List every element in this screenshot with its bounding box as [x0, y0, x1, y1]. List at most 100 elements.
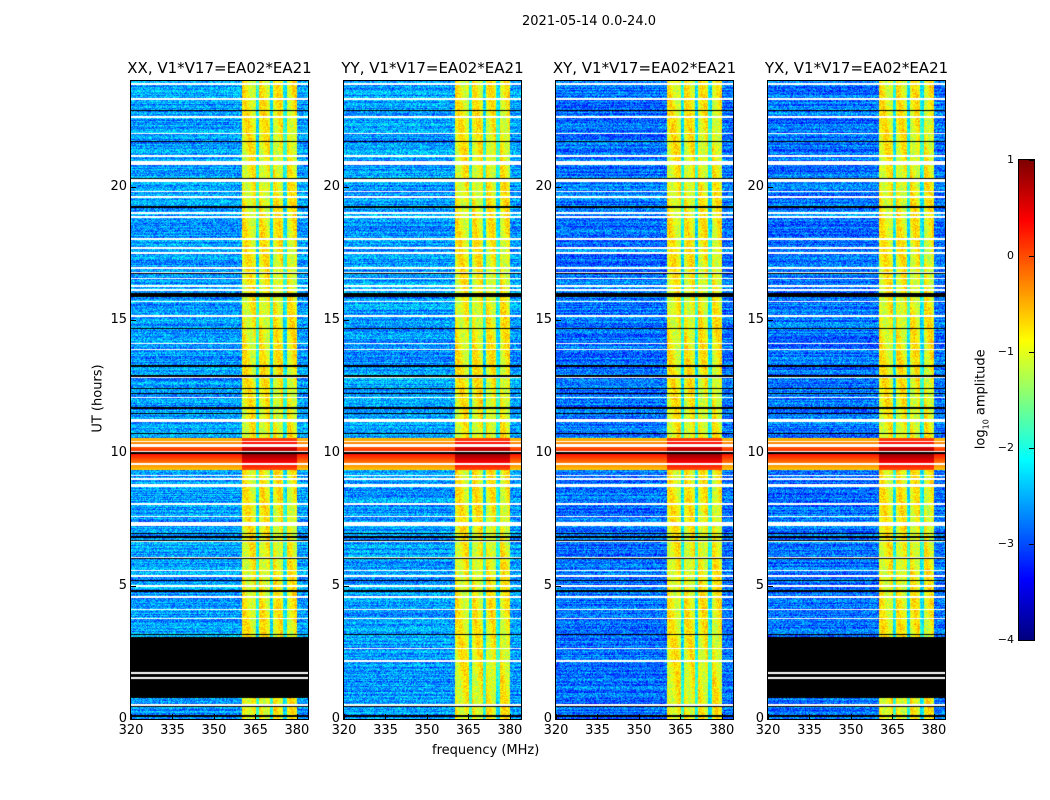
- y-tick-label: 10: [747, 445, 764, 461]
- figure-title: 2021-05-14 0.0-24.0: [522, 14, 656, 29]
- x-tick-label: 380: [284, 723, 310, 738]
- y-tick-label: 20: [323, 179, 340, 195]
- panel-title-2: YY, V1*V17=EA02*EA21: [341, 59, 524, 77]
- panel-frame-4: [767, 80, 946, 720]
- x-tick-mark: [680, 714, 682, 719]
- colorbar-tick-mark: [1029, 256, 1034, 257]
- x-tick-label: 320: [331, 723, 357, 738]
- x-tick-label: 365: [243, 723, 268, 738]
- colorbar-tick-label: −3: [997, 537, 1014, 550]
- panel-title-4: YX, V1*V17=EA02*EA21: [764, 59, 949, 77]
- colorbar-tick-label: −1: [997, 345, 1014, 358]
- y-axis-label: UT (hours): [90, 364, 106, 433]
- x-tick-mark: [933, 714, 935, 719]
- colorbar: [1019, 160, 1034, 640]
- colorbar-frame: [1018, 159, 1035, 641]
- colorbar-tick-label: 0: [1007, 249, 1014, 262]
- y-tick-label: 20: [535, 179, 552, 195]
- y-tick-mark: [556, 187, 561, 189]
- y-tick-mark: [131, 586, 136, 588]
- x-tick-label: 350: [626, 723, 652, 738]
- y-tick-mark: [556, 320, 561, 322]
- x-tick-mark: [721, 714, 723, 719]
- x-tick-mark: [344, 714, 345, 719]
- x-tick-label: 380: [497, 723, 523, 738]
- y-tick-mark: [344, 453, 349, 455]
- colorbar-label-sub: 10: [981, 419, 991, 430]
- x-tick-label: 335: [797, 723, 822, 738]
- colorbar-tick-mark: [1029, 448, 1034, 449]
- x-tick-label: 365: [880, 723, 905, 738]
- y-tick-mark: [131, 320, 136, 322]
- y-tick-mark: [768, 719, 773, 720]
- x-tick-mark: [638, 714, 640, 719]
- x-tick-label: 320: [755, 723, 781, 738]
- x-tick-label: 335: [373, 723, 398, 738]
- y-tick-label: 0: [118, 711, 127, 726]
- panel-title-1: XX, V1*V17=EA02*EA21: [127, 59, 312, 77]
- panel-title-3: XY, V1*V17=EA02*EA21: [552, 59, 737, 77]
- colorbar-tick-mark: [1029, 352, 1034, 353]
- colorbar-tick-mark: [1029, 640, 1034, 641]
- x-tick-label: 365: [456, 723, 481, 738]
- x-tick-label: 350: [201, 723, 227, 738]
- y-tick-mark: [768, 320, 773, 322]
- y-tick-label: 15: [747, 312, 764, 328]
- x-tick-label: 320: [543, 723, 569, 738]
- y-tick-mark: [344, 187, 349, 189]
- y-tick-label: 0: [331, 711, 340, 726]
- y-tick-label: 10: [323, 445, 340, 461]
- y-tick-mark: [556, 453, 561, 455]
- y-tick-label: 15: [323, 312, 340, 328]
- colorbar-tick-mark: [1029, 160, 1034, 161]
- heatmap-panel-4: [768, 81, 945, 719]
- y-tick-mark: [131, 719, 136, 720]
- y-tick-label: 5: [755, 578, 764, 594]
- x-tick-mark: [597, 714, 599, 719]
- y-tick-mark: [131, 453, 136, 455]
- y-tick-mark: [344, 320, 349, 322]
- colorbar-tick-mark: [1029, 544, 1034, 545]
- y-tick-mark: [556, 586, 561, 588]
- x-tick-mark: [850, 714, 852, 719]
- x-tick-mark: [172, 714, 174, 719]
- x-tick-mark: [468, 714, 470, 719]
- x-tick-mark: [426, 714, 428, 719]
- y-tick-mark: [344, 586, 349, 588]
- y-tick-label: 5: [331, 578, 340, 594]
- colorbar-label: log10 amplitude: [974, 339, 991, 459]
- x-tick-mark: [509, 714, 511, 719]
- y-tick-label: 20: [747, 179, 764, 195]
- y-tick-label: 10: [110, 445, 127, 461]
- x-tick-mark: [131, 714, 132, 719]
- x-tick-mark: [556, 714, 557, 719]
- x-tick-label: 380: [921, 723, 947, 738]
- panel-frame-2: [343, 80, 522, 720]
- x-tick-mark: [213, 714, 215, 719]
- heatmap-panel-1: [131, 81, 308, 719]
- x-tick-mark: [892, 714, 894, 719]
- x-tick-label: 320: [118, 723, 144, 738]
- y-tick-mark: [768, 187, 773, 189]
- colorbar-tick-label: −4: [997, 633, 1014, 646]
- y-tick-label: 0: [755, 711, 764, 726]
- y-tick-label: 15: [535, 312, 552, 328]
- x-tick-label: 335: [585, 723, 610, 738]
- x-tick-label: 350: [838, 723, 864, 738]
- y-tick-label: 10: [535, 445, 552, 461]
- y-tick-mark: [556, 719, 561, 720]
- y-tick-mark: [131, 187, 136, 189]
- colorbar-tick-label: −2: [997, 441, 1014, 454]
- x-tick-label: 365: [668, 723, 693, 738]
- y-tick-label: 5: [543, 578, 552, 594]
- colorbar-label-rest: amplitude: [973, 349, 989, 420]
- y-tick-label: 0: [543, 711, 552, 726]
- y-tick-label: 15: [110, 312, 127, 328]
- y-tick-label: 20: [110, 179, 127, 195]
- y-tick-mark: [344, 719, 349, 720]
- colorbar-label-base: log: [973, 429, 989, 450]
- x-axis-label: frequency (MHz): [432, 743, 540, 758]
- x-tick-mark: [296, 714, 298, 719]
- y-tick-mark: [768, 453, 773, 455]
